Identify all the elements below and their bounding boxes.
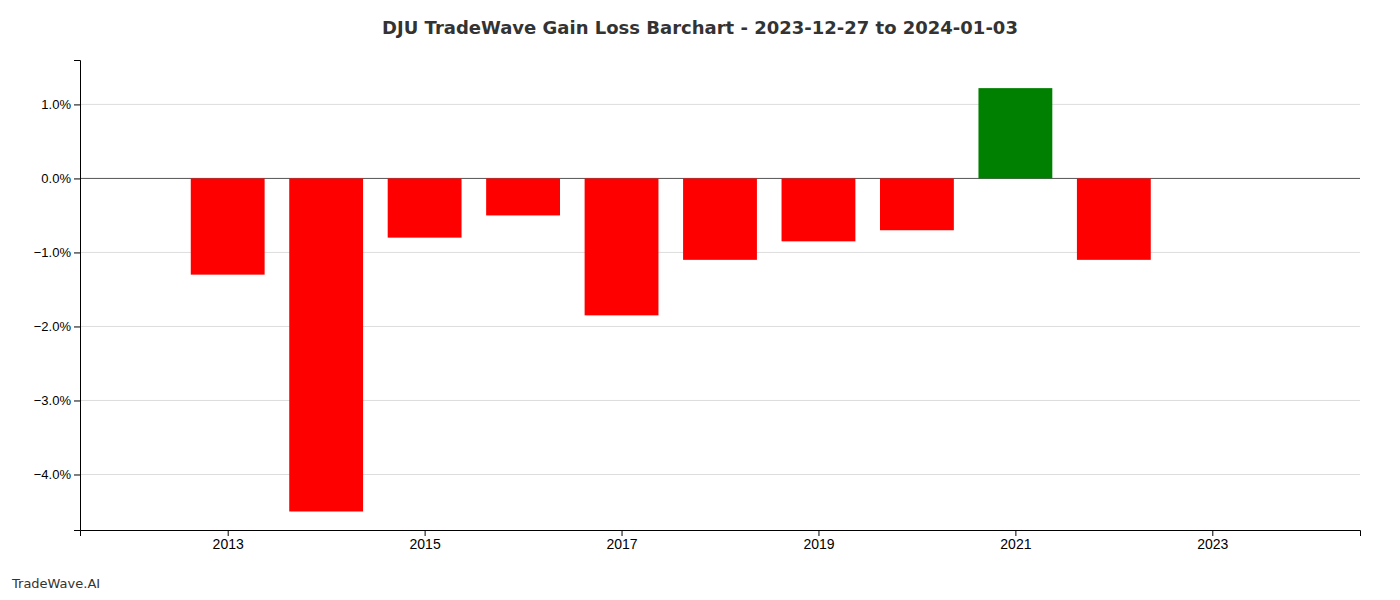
x-tick-label: 2021 bbox=[1000, 536, 1031, 552]
y-axis: −4.0% −3.0% −2.0% −1.0% 0.0% 1.0% bbox=[34, 61, 81, 531]
bar bbox=[978, 88, 1052, 178]
bar bbox=[782, 178, 856, 241]
x-tick: 2023 bbox=[1197, 530, 1228, 552]
x-tick: 2017 bbox=[606, 530, 637, 552]
y-tick-mark bbox=[74, 104, 80, 105]
bar bbox=[1077, 178, 1151, 259]
x-tick-label: 2013 bbox=[213, 536, 244, 552]
y-tick-label: 1.0% bbox=[41, 97, 71, 112]
grid-line bbox=[80, 326, 1360, 327]
x-axis-line bbox=[81, 531, 1361, 537]
chart: 201320152017201920212023−4.0%−3.0%−2.0%−… bbox=[0, 0, 1400, 600]
y-tick: −4.0% bbox=[34, 467, 80, 482]
y-tick: 0.0% bbox=[41, 171, 80, 186]
bar bbox=[683, 178, 757, 259]
bar bbox=[880, 178, 954, 230]
y-tick-mark bbox=[74, 326, 80, 327]
y-tick-label: −1.0% bbox=[34, 245, 72, 260]
annotation: TradeWave.AI bbox=[11, 576, 100, 591]
y-tick-label: 0.0% bbox=[41, 171, 71, 186]
x-tick: 2019 bbox=[803, 530, 834, 552]
x-tick: 2013 bbox=[213, 530, 244, 552]
y-tick: −3.0% bbox=[34, 393, 80, 408]
y-axis-line bbox=[74, 61, 81, 531]
grid-line bbox=[80, 400, 1360, 401]
grid-line bbox=[80, 104, 1360, 105]
x-tick-label: 2023 bbox=[1197, 536, 1228, 552]
bar bbox=[289, 178, 363, 511]
y-tick-mark bbox=[74, 178, 80, 179]
grid bbox=[80, 104, 1360, 474]
bar bbox=[191, 178, 265, 274]
y-tick: −2.0% bbox=[34, 319, 80, 334]
x-tick-label: 2017 bbox=[606, 536, 637, 552]
grid-line bbox=[80, 474, 1360, 475]
plot-area bbox=[191, 88, 1151, 511]
x-tick-label: 2015 bbox=[410, 536, 441, 552]
x-tick: 2021 bbox=[1000, 530, 1031, 552]
bar bbox=[486, 178, 560, 215]
bar bbox=[388, 178, 462, 237]
x-tick: 2015 bbox=[410, 530, 441, 552]
y-tick-label: −2.0% bbox=[34, 319, 72, 334]
x-axis: 2013 2015 2017 2019 2021 2023 bbox=[81, 530, 1361, 552]
y-tick-mark bbox=[74, 474, 80, 475]
y-tick-mark bbox=[74, 252, 80, 253]
y-tick-mark bbox=[74, 400, 80, 401]
x-tick-label: 2019 bbox=[803, 536, 834, 552]
y-tick-label: −4.0% bbox=[34, 467, 72, 482]
title: DJU TradeWave Gain Loss Barchart - 2023-… bbox=[382, 17, 1018, 38]
y-tick: −1.0% bbox=[34, 245, 80, 260]
y-tick: 1.0% bbox=[41, 97, 80, 112]
bar bbox=[585, 178, 659, 315]
y-tick-label: −3.0% bbox=[34, 393, 72, 408]
